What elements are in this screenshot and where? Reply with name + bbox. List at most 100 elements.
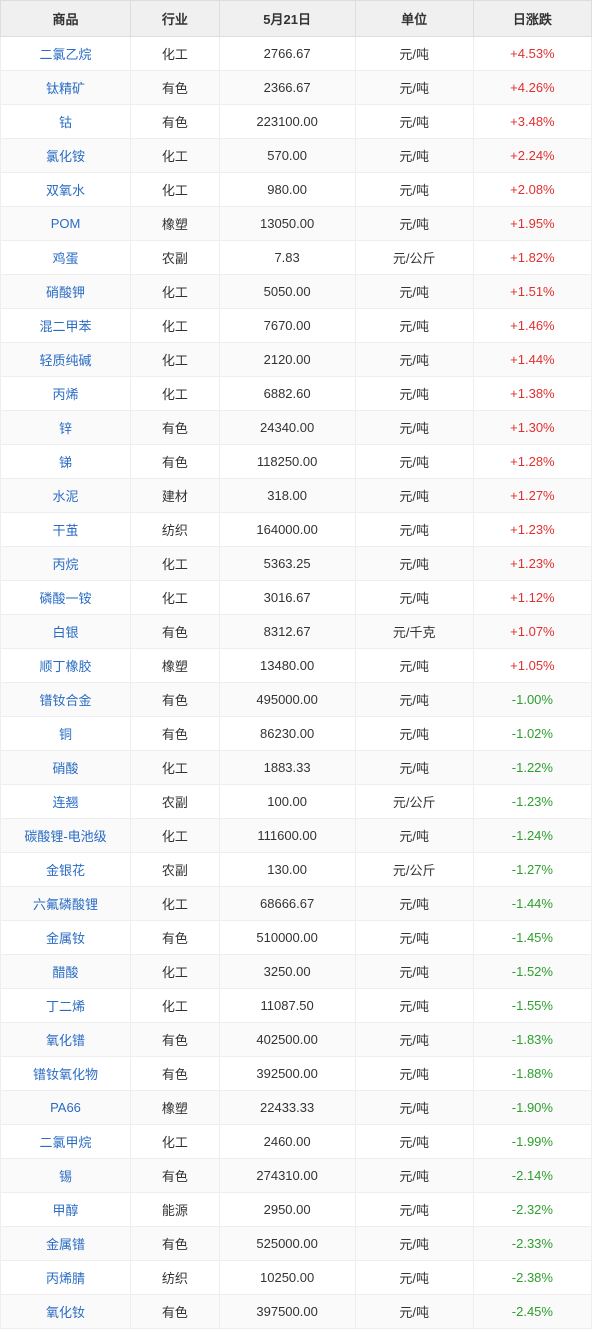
cell-unit: 元/吨 xyxy=(355,71,473,105)
cell-industry: 化工 xyxy=(131,275,220,309)
cell-unit: 元/吨 xyxy=(355,1193,473,1227)
cell-product[interactable]: 氯化铵 xyxy=(1,139,131,173)
cell-unit: 元/吨 xyxy=(355,445,473,479)
cell-price: 13050.00 xyxy=(219,207,355,241)
cell-unit: 元/吨 xyxy=(355,649,473,683)
cell-price: 2766.67 xyxy=(219,37,355,71)
cell-product[interactable]: 磷酸一铵 xyxy=(1,581,131,615)
cell-product[interactable]: 混二甲苯 xyxy=(1,309,131,343)
cell-industry: 建材 xyxy=(131,479,220,513)
cell-industry: 有色 xyxy=(131,683,220,717)
table-row: 氧化钕有色397500.00元/吨-2.45% xyxy=(1,1295,592,1329)
cell-product[interactable]: 水泥 xyxy=(1,479,131,513)
table-header: 商品 行业 5月21日 单位 日涨跌 xyxy=(1,1,592,37)
cell-unit: 元/吨 xyxy=(355,105,473,139)
cell-product[interactable]: 氧化镨 xyxy=(1,1023,131,1057)
cell-industry: 农副 xyxy=(131,853,220,887)
cell-product[interactable]: 金属钕 xyxy=(1,921,131,955)
cell-product[interactable]: 金属镨 xyxy=(1,1227,131,1261)
cell-unit: 元/吨 xyxy=(355,275,473,309)
table-row: 铜有色86230.00元/吨-1.02% xyxy=(1,717,592,751)
cell-price: 3016.67 xyxy=(219,581,355,615)
table-row: 碳酸锂-电池级化工111600.00元/吨-1.24% xyxy=(1,819,592,853)
cell-product[interactable]: 二氯乙烷 xyxy=(1,37,131,71)
cell-product[interactable]: 鸡蛋 xyxy=(1,241,131,275)
cell-industry: 有色 xyxy=(131,445,220,479)
cell-change: +4.53% xyxy=(473,37,591,71)
cell-industry: 化工 xyxy=(131,989,220,1023)
cell-product[interactable]: 锑 xyxy=(1,445,131,479)
cell-product[interactable]: 镨钕合金 xyxy=(1,683,131,717)
cell-price: 3250.00 xyxy=(219,955,355,989)
cell-product[interactable]: 醋酸 xyxy=(1,955,131,989)
cell-price: 24340.00 xyxy=(219,411,355,445)
cell-unit: 元/吨 xyxy=(355,139,473,173)
cell-product[interactable]: 丁二烯 xyxy=(1,989,131,1023)
cell-change: +1.51% xyxy=(473,275,591,309)
cell-product[interactable]: 金银花 xyxy=(1,853,131,887)
cell-product[interactable]: 丙烯 xyxy=(1,377,131,411)
cell-unit: 元/吨 xyxy=(355,1091,473,1125)
cell-unit: 元/吨 xyxy=(355,921,473,955)
cell-product[interactable]: 轻质纯碱 xyxy=(1,343,131,377)
cell-industry: 化工 xyxy=(131,887,220,921)
cell-product[interactable]: 丙烷 xyxy=(1,547,131,581)
cell-product[interactable]: 镨钕氧化物 xyxy=(1,1057,131,1091)
cell-change: +1.05% xyxy=(473,649,591,683)
cell-change: -2.33% xyxy=(473,1227,591,1261)
cell-product[interactable]: 二氯甲烷 xyxy=(1,1125,131,1159)
cell-industry: 化工 xyxy=(131,1125,220,1159)
cell-product[interactable]: 锡 xyxy=(1,1159,131,1193)
cell-price: 7670.00 xyxy=(219,309,355,343)
table-row: 白银有色8312.67元/千克+1.07% xyxy=(1,615,592,649)
cell-product[interactable]: 六氟磷酸锂 xyxy=(1,887,131,921)
cell-change: -1.44% xyxy=(473,887,591,921)
cell-price: 11087.50 xyxy=(219,989,355,1023)
cell-product[interactable]: 氧化钕 xyxy=(1,1295,131,1329)
cell-change: +3.48% xyxy=(473,105,591,139)
cell-price: 68666.67 xyxy=(219,887,355,921)
cell-product[interactable]: 钛精矿 xyxy=(1,71,131,105)
table-row: 干茧纺织164000.00元/吨+1.23% xyxy=(1,513,592,547)
cell-product[interactable]: 连翘 xyxy=(1,785,131,819)
table-row: 钴有色223100.00元/吨+3.48% xyxy=(1,105,592,139)
table-row: 丙烯化工6882.60元/吨+1.38% xyxy=(1,377,592,411)
cell-unit: 元/吨 xyxy=(355,887,473,921)
table-row: 锌有色24340.00元/吨+1.30% xyxy=(1,411,592,445)
cell-unit: 元/吨 xyxy=(355,37,473,71)
cell-product[interactable]: 顺丁橡胶 xyxy=(1,649,131,683)
cell-product[interactable]: 硝酸钾 xyxy=(1,275,131,309)
cell-change: -2.45% xyxy=(473,1295,591,1329)
cell-price: 86230.00 xyxy=(219,717,355,751)
table-row: 二氯甲烷化工2460.00元/吨-1.99% xyxy=(1,1125,592,1159)
table-row: 金属钕有色510000.00元/吨-1.45% xyxy=(1,921,592,955)
table-row: 钛精矿有色2366.67元/吨+4.26% xyxy=(1,71,592,105)
cell-unit: 元/公斤 xyxy=(355,853,473,887)
cell-product[interactable]: 丙烯腈 xyxy=(1,1261,131,1295)
cell-unit: 元/吨 xyxy=(355,989,473,1023)
cell-unit: 元/吨 xyxy=(355,751,473,785)
table-row: 镨钕合金有色495000.00元/吨-1.00% xyxy=(1,683,592,717)
cell-unit: 元/吨 xyxy=(355,377,473,411)
table-row: 硝酸钾化工5050.00元/吨+1.51% xyxy=(1,275,592,309)
cell-product[interactable]: 钴 xyxy=(1,105,131,139)
cell-unit: 元/吨 xyxy=(355,1057,473,1091)
cell-product[interactable]: 干茧 xyxy=(1,513,131,547)
cell-product[interactable]: POM xyxy=(1,207,131,241)
cell-product[interactable]: 锌 xyxy=(1,411,131,445)
cell-price: 274310.00 xyxy=(219,1159,355,1193)
cell-product[interactable]: 甲醇 xyxy=(1,1193,131,1227)
cell-product[interactable]: 铜 xyxy=(1,717,131,751)
table-row: 丁二烯化工11087.50元/吨-1.55% xyxy=(1,989,592,1023)
cell-unit: 元/吨 xyxy=(355,309,473,343)
cell-product[interactable]: 碳酸锂-电池级 xyxy=(1,819,131,853)
table-row: 金银花农副130.00元/公斤-1.27% xyxy=(1,853,592,887)
table-row: 丙烷化工5363.25元/吨+1.23% xyxy=(1,547,592,581)
cell-change: -1.55% xyxy=(473,989,591,1023)
cell-product[interactable]: 白银 xyxy=(1,615,131,649)
cell-change: +1.23% xyxy=(473,547,591,581)
cell-product[interactable]: 硝酸 xyxy=(1,751,131,785)
cell-industry: 有色 xyxy=(131,1227,220,1261)
cell-product[interactable]: 双氧水 xyxy=(1,173,131,207)
cell-product[interactable]: PA66 xyxy=(1,1091,131,1125)
